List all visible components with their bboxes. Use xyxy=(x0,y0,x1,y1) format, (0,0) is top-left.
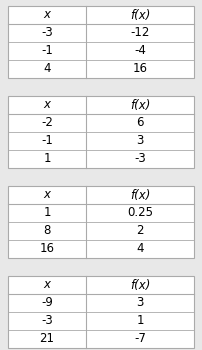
Text: -3: -3 xyxy=(134,153,146,166)
Text: x: x xyxy=(44,279,50,292)
Text: -1: -1 xyxy=(41,134,53,147)
Text: 0.25: 0.25 xyxy=(127,206,153,219)
Bar xyxy=(8,6,194,78)
Text: f(x): f(x) xyxy=(130,189,150,202)
Bar xyxy=(8,276,194,348)
Text: -2: -2 xyxy=(41,117,53,130)
Bar xyxy=(8,96,194,168)
Text: -1: -1 xyxy=(41,44,53,57)
Text: -12: -12 xyxy=(130,27,150,40)
Bar xyxy=(8,186,194,258)
Text: f(x): f(x) xyxy=(130,98,150,112)
Text: -7: -7 xyxy=(134,332,146,345)
Text: -3: -3 xyxy=(41,27,53,40)
Text: 6: 6 xyxy=(136,117,144,130)
Text: 3: 3 xyxy=(136,134,144,147)
Text: x: x xyxy=(44,8,50,21)
Text: 2: 2 xyxy=(136,224,144,238)
Text: 1: 1 xyxy=(43,153,51,166)
Text: 21: 21 xyxy=(40,332,55,345)
Text: 8: 8 xyxy=(43,224,51,238)
Text: f(x): f(x) xyxy=(130,8,150,21)
Text: f(x): f(x) xyxy=(130,279,150,292)
Text: 1: 1 xyxy=(136,315,144,328)
Text: 4: 4 xyxy=(136,243,144,256)
Text: -3: -3 xyxy=(41,315,53,328)
Text: x: x xyxy=(44,189,50,202)
Text: 1: 1 xyxy=(43,206,51,219)
Text: 16: 16 xyxy=(40,243,55,256)
Text: 16: 16 xyxy=(133,63,147,76)
Text: 3: 3 xyxy=(136,296,144,309)
Text: -9: -9 xyxy=(41,296,53,309)
Text: x: x xyxy=(44,98,50,112)
Text: -4: -4 xyxy=(134,44,146,57)
Text: 4: 4 xyxy=(43,63,51,76)
